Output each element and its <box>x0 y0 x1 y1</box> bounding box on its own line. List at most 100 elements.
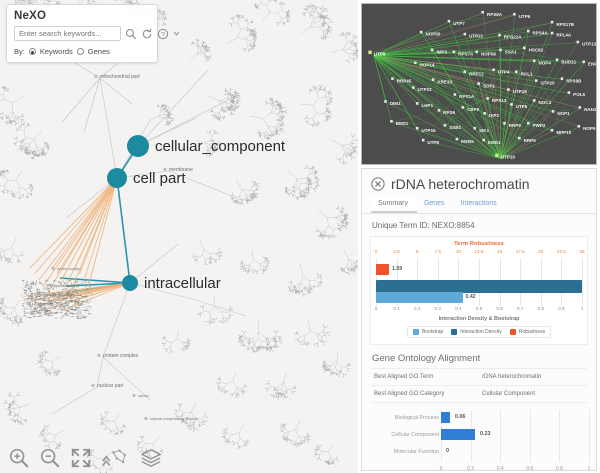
go-category-label: Molecular Function <box>393 449 439 455</box>
grid-line <box>559 410 561 462</box>
unique-term-id: Unique Term ID: NEXO:8854 <box>372 221 475 230</box>
density-tick: 0.2 <box>413 306 421 311</box>
robustness-tick: 12.5 <box>474 249 484 254</box>
detail-tabs[interactable]: Summary Genes Interactions <box>362 196 596 214</box>
filter-row[interactable]: By: Keywords Genes <box>14 47 150 56</box>
go-bar-value: 0.06 <box>454 414 466 420</box>
app-title: NeXO <box>14 10 47 22</box>
robustness-tick: 20 <box>538 249 544 254</box>
fit-screen-icon[interactable] <box>70 447 92 469</box>
grid-line <box>589 410 590 462</box>
search-row[interactable]: ? <box>14 26 180 41</box>
legend-label: Interaction Density <box>460 329 502 335</box>
bar-interaction-density <box>376 280 582 293</box>
go-term-value: rDNA heterochromatin <box>482 374 542 380</box>
legend-swatch <box>509 329 516 335</box>
layers-icon[interactable] <box>140 447 162 469</box>
search-panel[interactable]: NeXO ? By: Keywords <box>6 4 180 63</box>
go-row: Biological Process 0.06 <box>371 410 587 428</box>
radio-keywords-label: Keywords <box>39 47 73 56</box>
density-tick: 0.1 <box>393 306 400 311</box>
robustness-tick: 7.5 <box>434 249 441 254</box>
search-icon[interactable] <box>125 28 137 40</box>
density-tick: 0.8 <box>537 306 544 311</box>
density-tick: 0.3 <box>434 306 441 311</box>
go-category-label: Cellular Component <box>391 432 439 438</box>
density-tick: 0.9 <box>558 306 565 311</box>
bar-value-robustness: 1.59 <box>392 266 403 272</box>
legend-item: Robustness <box>509 329 546 335</box>
tab-summary[interactable]: Summary <box>371 196 417 213</box>
go-bar <box>441 412 450 423</box>
density-tick: 1 <box>580 306 584 311</box>
robustness-legend: Bootstrap Interaction Density Robustness <box>406 326 552 338</box>
go-tick: 0.8 <box>555 466 563 471</box>
go-alignment-title: Gene Ontology Alignment <box>372 353 481 364</box>
robustness-plot-area: 1.59 0.42 <box>376 258 583 306</box>
table-row: Best Aligned GO Term rDNA heterochromati… <box>371 369 587 386</box>
go-tick: 0.4 <box>496 466 504 471</box>
go-tick: 1 <box>587 466 591 471</box>
by-label: By: <box>14 47 25 56</box>
go-tick: 0.6 <box>526 466 534 471</box>
refresh-icon[interactable] <box>141 28 153 40</box>
robustness-xlabel: Interaction Density & Bootstrap <box>438 316 520 322</box>
go-tick: 0.2 <box>467 466 475 471</box>
go-bar-value: 0.23 <box>480 431 491 437</box>
bar-value-bootstrap: 0.42 <box>465 294 476 300</box>
chart-title-robustness: Term Robustness <box>454 241 504 247</box>
zoom-out-icon[interactable] <box>39 447 61 469</box>
density-tick: 0.4 <box>455 306 462 311</box>
tree-visualization-pane[interactable]: mitochondrial part membrane protein comple… <box>0 0 358 473</box>
grid-line <box>500 410 502 462</box>
go-row: Molecular Function 0 <box>371 444 587 462</box>
go-term-key: Best Aligned GO Term <box>374 374 434 380</box>
robustness-tick: 22.5 <box>556 249 566 254</box>
density-tick: 0.7 <box>516 306 524 311</box>
gene-interaction-network[interactable]: UTP9 NOP56 UTP7 RPS8A UTP6 RPS17B UTP21 RPS22A R… <box>361 3 597 165</box>
zoom-in-icon[interactable] <box>8 447 30 469</box>
radio-keywords[interactable] <box>28 48 36 55</box>
legend-item: Bootstrap <box>412 329 444 335</box>
grid-line <box>529 410 531 462</box>
bar-robustness <box>376 264 390 275</box>
chevron-down-icon[interactable] <box>173 28 180 40</box>
bar-bootstrap <box>376 292 463 303</box>
robustness-chart: Term Robustness 0 2.5 5 7.5 10 12.5 15 17.5 20 22… <box>370 236 588 345</box>
density-tick: 0.5 <box>475 306 483 311</box>
robustness-tick: 25 <box>579 249 585 254</box>
table-row: Best Aligned GO Category Cellular Compon… <box>371 386 587 403</box>
go-alignment-table: Best Aligned GO Term rDNA heterochromati… <box>371 368 587 403</box>
legend-swatch <box>412 329 419 335</box>
density-tick: 0 <box>374 306 378 311</box>
legend-label: Robustness <box>518 329 546 335</box>
radio-genes-label: Genes <box>87 47 110 56</box>
help-icon[interactable]: ? <box>157 28 169 40</box>
term-detail-panel[interactable]: rDNA heterochromatin Summary Genes Inter… <box>361 168 597 471</box>
go-category-value: Cellular Component <box>482 391 536 397</box>
robustness-tick: 17.5 <box>515 249 525 254</box>
robustness-tick: 5 <box>415 249 419 254</box>
tree-toolbar[interactable] <box>8 447 162 469</box>
robustness-tick: 10 <box>455 249 461 254</box>
close-circle-icon[interactable] <box>371 177 385 191</box>
density-tick: 0.6 <box>496 306 503 311</box>
search-input[interactable] <box>14 26 121 41</box>
robustness-bottom-axis: 0 0.1 0.2 0.3 0.4 0.5 0.6 0.7 0.8 0.9 1 <box>374 306 584 315</box>
collapse-network-icon[interactable] <box>101 447 131 469</box>
go-category-key: Best Aligned GO Category <box>374 391 445 397</box>
go-alignment-chart: 0 0.2 0.4 0.6 0.8 1 Biological Process 0.06 Cell… <box>371 410 590 471</box>
page-title: rDNA heterochromatin <box>391 176 530 192</box>
legend-label: Bootstrap <box>421 329 444 335</box>
legend-swatch <box>451 329 458 335</box>
robustness-tick: 15 <box>497 249 503 254</box>
tab-interactions[interactable]: Interactions <box>460 200 497 207</box>
robustness-top-axis: 0 2.5 5 7.5 10 12.5 15 17.5 20 22.5 25 <box>375 249 585 258</box>
tab-genes[interactable]: Genes <box>423 200 445 207</box>
legend-item: Interaction Density <box>451 329 502 335</box>
radio-genes[interactable] <box>76 48 84 55</box>
go-bar <box>441 429 476 440</box>
go-category-label: Biological Process <box>394 415 439 421</box>
